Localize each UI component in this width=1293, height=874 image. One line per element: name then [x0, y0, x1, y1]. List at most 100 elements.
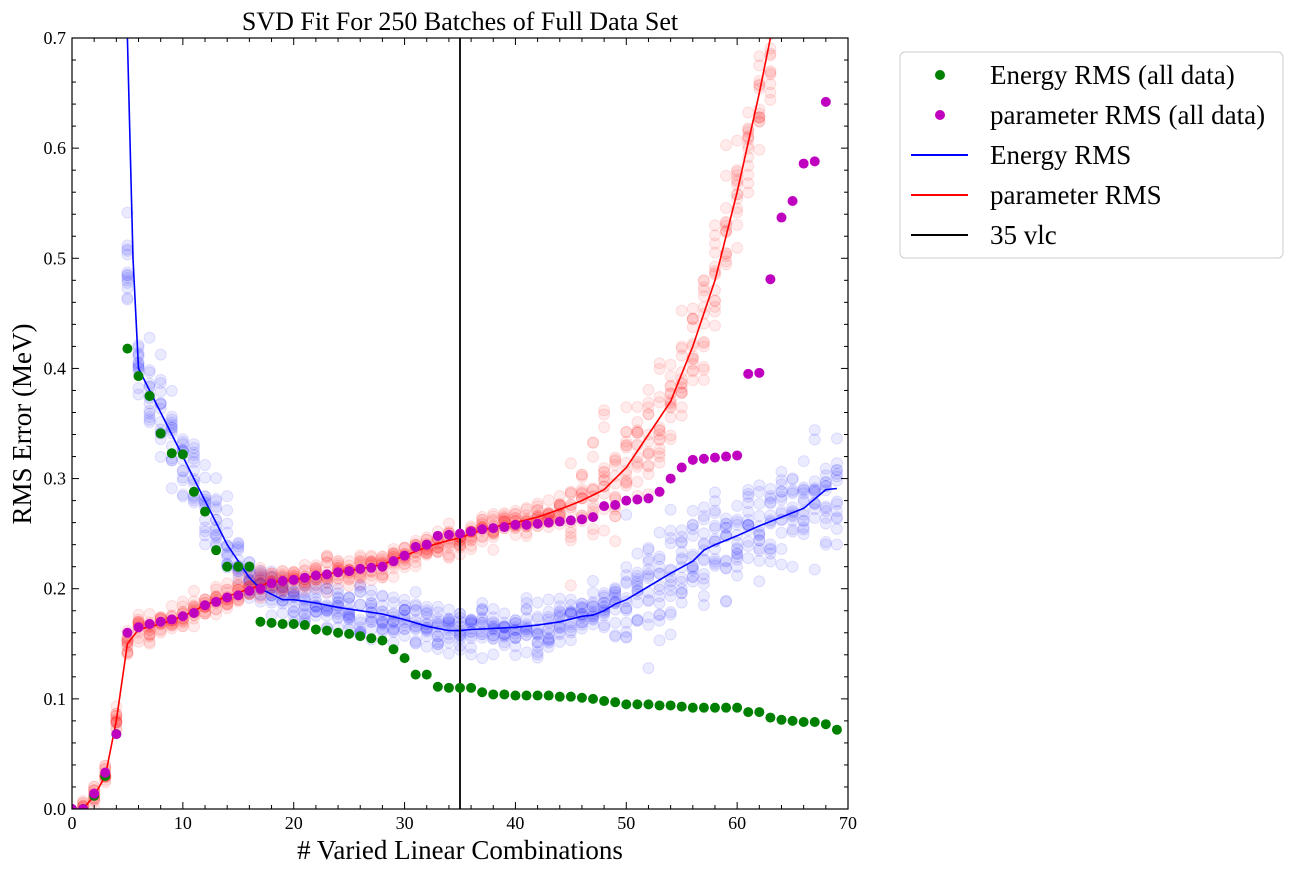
energy-batch-point	[232, 536, 245, 549]
energy-batch-point	[742, 552, 755, 565]
energy-batch-point	[498, 639, 511, 652]
energy-batch-point	[664, 628, 677, 641]
energy-batch-point	[442, 603, 455, 616]
energy-batch-point	[221, 504, 234, 517]
parameter-batch-point	[354, 549, 367, 562]
energy-rms-all-point	[831, 724, 842, 735]
parameter-batch-point	[664, 358, 677, 371]
energy-rms-all-point	[565, 691, 576, 702]
x-axis-label: # Varied Linear Combinations	[297, 835, 623, 865]
parameter-batch-point	[708, 319, 721, 332]
parameter-batch-point	[564, 486, 577, 499]
energy-batch-point	[442, 636, 455, 649]
energy-batch-point	[376, 622, 389, 635]
energy-batch-point	[121, 271, 134, 284]
parameter-batch-point	[564, 487, 577, 500]
energy-batch-point	[520, 646, 533, 659]
energy-batch-point	[786, 560, 799, 573]
parameter-batch-point	[332, 577, 345, 590]
legend-items: Energy RMS (all data) parameter RMS (all …	[911, 60, 1265, 250]
energy-batch-point	[487, 629, 500, 642]
energy-batch-point	[564, 634, 577, 647]
energy-batch-point	[298, 602, 311, 615]
energy-batch-point	[575, 598, 588, 611]
parameter-batch-point	[587, 482, 600, 495]
energy-batch-point	[509, 616, 522, 629]
parameter-batch-point	[686, 313, 699, 326]
energy-batch-point	[232, 537, 245, 550]
energy-batch-point	[653, 597, 666, 610]
energy-batch-point	[575, 622, 588, 635]
parameter-batch-point	[254, 564, 267, 577]
energy-batch-point	[542, 605, 555, 618]
parameter-rms-all-point	[222, 592, 233, 603]
energy-batch-point	[343, 591, 356, 604]
parameter-batch-point	[309, 581, 322, 594]
energy-batch-point	[753, 544, 766, 557]
parameter-batch-point	[764, 65, 777, 78]
energy-batch-point	[309, 586, 322, 599]
energy-batch-point	[631, 575, 644, 588]
parameter-batch-point	[620, 441, 633, 454]
energy-batch-point	[420, 604, 433, 617]
series-points	[72, 96, 842, 809]
energy-batch-point	[154, 377, 167, 390]
energy-rms-all-point	[754, 707, 765, 718]
x-tick-label: 60	[728, 813, 746, 833]
energy-batch-point	[808, 563, 821, 576]
parameter-batch-point	[653, 390, 666, 403]
parameter-batch-point	[620, 425, 633, 438]
energy-batch-point	[819, 462, 832, 475]
parameter-rms-all-point	[621, 495, 632, 506]
energy-batch-point	[587, 600, 600, 613]
energy-batch-point	[409, 604, 422, 617]
energy-batch-point	[387, 624, 400, 637]
energy-batch-point	[442, 612, 455, 625]
energy-batch-point	[398, 604, 411, 617]
parameter-batch-point	[320, 556, 333, 569]
parameter-batch-point	[664, 429, 677, 442]
energy-batch-point	[819, 469, 832, 482]
energy-batch-point	[808, 503, 821, 516]
parameter-batch-point	[664, 379, 677, 392]
energy-batch-point	[542, 613, 555, 626]
energy-batch-point	[620, 625, 633, 638]
parameter-batch-point	[642, 448, 655, 461]
energy-rms-all-point	[321, 625, 332, 636]
parameter-rms-all-point	[310, 570, 321, 581]
energy-batch-point	[786, 472, 799, 485]
energy-rms-all-point	[466, 682, 477, 693]
energy-batch-point	[465, 615, 478, 628]
parameter-rms-all-point	[599, 501, 610, 512]
parameter-batch-point	[764, 68, 777, 81]
parameter-rms-all-point	[576, 514, 587, 525]
energy-batch-point	[176, 488, 189, 501]
energy-batch-point	[720, 518, 733, 531]
energy-rms-all-point	[144, 390, 155, 401]
parameter-batch-point	[697, 363, 710, 376]
parameter-batch-point	[653, 433, 666, 446]
parameter-rms-all-point	[532, 518, 543, 529]
energy-batch-point	[365, 602, 378, 615]
energy-batch-point	[664, 575, 677, 588]
energy-batch-point	[786, 473, 799, 486]
energy-batch-point	[708, 504, 721, 517]
energy-batch-point	[199, 525, 212, 538]
parameter-rms-all-point	[732, 450, 743, 461]
energy-batch-point	[609, 585, 622, 598]
energy-batch-point	[675, 575, 688, 588]
energy-rms-all-point	[133, 371, 144, 382]
energy-batch-point	[354, 585, 367, 598]
parameter-batch-point	[642, 460, 655, 473]
energy-batch-point	[154, 373, 167, 386]
parameter-batch-point	[232, 576, 245, 589]
energy-batch-point	[365, 615, 378, 628]
parameter-batch-point	[731, 241, 744, 254]
parameter-rms-all-point	[432, 530, 443, 541]
parameter-batch-point	[254, 561, 267, 574]
energy-batch-point	[176, 433, 189, 446]
energy-batch-point	[531, 635, 544, 648]
parameter-batch-point	[575, 485, 588, 498]
energy-batch-point	[697, 501, 710, 514]
energy-batch-point	[287, 600, 300, 613]
